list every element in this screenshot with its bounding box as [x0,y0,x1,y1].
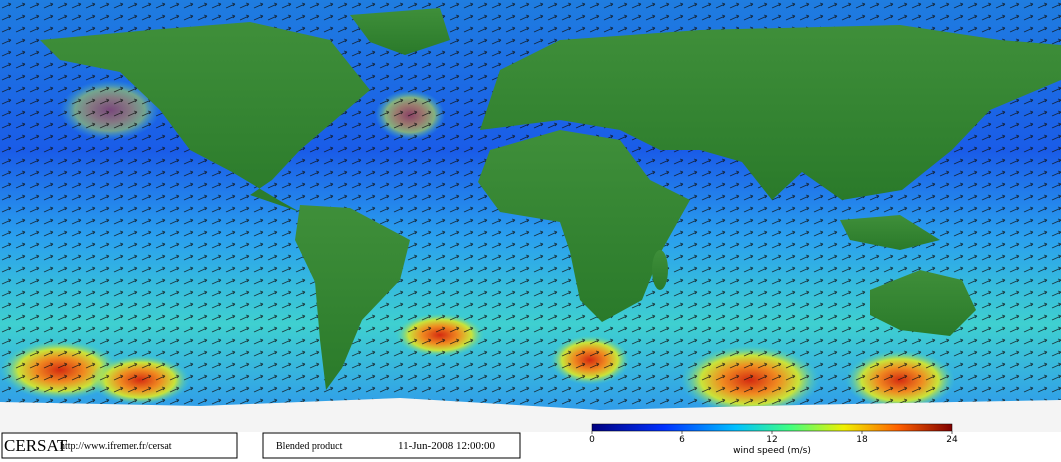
url: http://www.ifremer.fr/cersat [60,441,172,452]
continents [40,8,1061,390]
colorbar-ticks: 0 6 12 18 24 [589,431,958,445]
date: 11-Jun-2008 12:00:00 [398,440,496,452]
product: Blended product [276,441,343,452]
logo: CERSAT [4,436,68,455]
colorbar-label: wind speed (m/s) [733,446,811,456]
colorbar-tick-label: 12 [766,435,777,445]
colorbar-tick-label: 0 [589,435,595,445]
colorbar-tick-label: 24 [946,435,958,445]
colorbar [591,423,953,432]
antarctica [0,398,1061,432]
colorbar-tick-label: 18 [856,435,868,445]
credit-box [1,432,238,459]
product-box [262,432,521,459]
colorbar-tick-label: 6 [679,435,685,445]
